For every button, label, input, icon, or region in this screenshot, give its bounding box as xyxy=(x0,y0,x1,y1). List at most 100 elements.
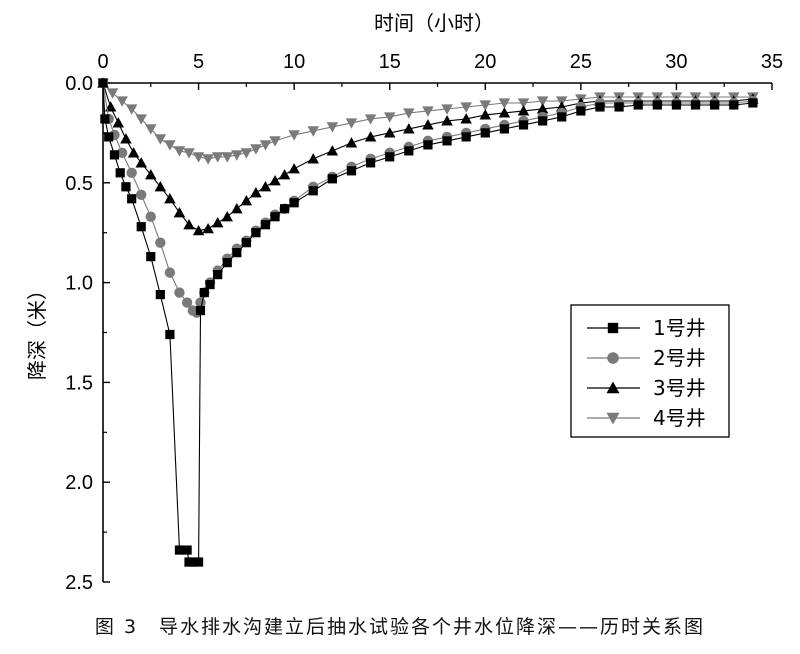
data-point xyxy=(288,163,300,174)
data-point xyxy=(251,228,261,238)
x-tick-label: 10 xyxy=(283,51,305,73)
data-point xyxy=(145,124,157,135)
data-point xyxy=(460,113,472,124)
data-point xyxy=(260,220,271,230)
data-point xyxy=(308,186,318,196)
data-point xyxy=(327,174,337,184)
axes: 0 5 10 15 20 25 30 35 0.0 0.5 1.0 1.5 2.0 2.5 xyxy=(65,51,783,594)
data-point xyxy=(536,96,549,107)
data-point xyxy=(241,238,251,248)
data-point xyxy=(461,132,471,142)
data-point xyxy=(278,169,291,180)
legend-swatch-marker xyxy=(606,381,620,394)
data-point xyxy=(112,117,125,128)
legend-item-well-4: 4号井 xyxy=(587,406,706,430)
data-point xyxy=(652,100,662,110)
data-point xyxy=(174,287,185,298)
data-point xyxy=(126,167,137,179)
data-point xyxy=(345,118,358,129)
data-point xyxy=(269,175,281,186)
data-point xyxy=(595,102,605,112)
data-point xyxy=(173,146,186,157)
data-point xyxy=(441,115,453,126)
data-point xyxy=(188,557,198,567)
data-point xyxy=(115,168,125,178)
data-point xyxy=(422,106,434,117)
data-point xyxy=(385,152,395,162)
data-point xyxy=(442,136,452,146)
data-point xyxy=(518,120,529,130)
data-point xyxy=(633,100,643,110)
data-point xyxy=(146,252,156,262)
data-point xyxy=(192,152,205,163)
figure-caption: 图 3 导水排水沟建立后抽水试验各个井水位降深——历时关系图 xyxy=(94,616,706,638)
data-point xyxy=(498,98,511,109)
data-point xyxy=(383,112,396,123)
data-point xyxy=(202,154,214,165)
data-point xyxy=(279,204,290,214)
data-point xyxy=(135,157,147,168)
data-point xyxy=(364,114,377,125)
data-point xyxy=(538,116,548,126)
y-tick-label: 0.5 xyxy=(65,173,93,195)
data-point xyxy=(710,100,720,110)
data-point xyxy=(250,187,262,198)
data-point xyxy=(326,145,339,156)
data-point xyxy=(154,181,167,192)
data-point xyxy=(221,152,233,163)
data-point xyxy=(116,147,128,159)
data-point xyxy=(145,211,156,222)
series-line-well-2 xyxy=(102,82,753,314)
data-point xyxy=(517,105,530,116)
x-tick-label: 20 xyxy=(474,51,496,73)
legend-item-well-1: 1号井 xyxy=(587,316,706,340)
data-point xyxy=(192,224,205,236)
data-point xyxy=(164,193,176,204)
data-point xyxy=(307,126,320,137)
data-point xyxy=(120,133,132,144)
legend-item-well-2: 2号井 xyxy=(587,346,706,370)
data-point xyxy=(181,297,193,308)
data-point xyxy=(480,128,490,138)
data-point xyxy=(116,96,128,107)
data-point xyxy=(690,100,701,110)
data-point xyxy=(517,98,530,109)
data-point xyxy=(135,114,147,125)
data-point xyxy=(366,158,376,168)
data-point xyxy=(104,101,117,112)
data-point xyxy=(671,100,682,110)
data-point xyxy=(536,103,549,114)
data-point xyxy=(422,119,434,130)
data-point xyxy=(259,140,272,151)
data-point xyxy=(289,198,299,208)
data-point xyxy=(307,153,320,164)
x-tick-label: 15 xyxy=(379,51,401,73)
data-point xyxy=(127,194,137,204)
legend-swatch-marker xyxy=(606,412,620,425)
data-point xyxy=(729,100,739,110)
y-axis-title: 降深（米） xyxy=(25,280,49,380)
legend-swatch-marker xyxy=(607,352,619,364)
data-point xyxy=(104,132,114,142)
data-point xyxy=(100,114,110,124)
data-point xyxy=(155,237,166,248)
data-point xyxy=(250,144,262,155)
drawdown-chart: 时间（小时） 降深（米） 0 5 10 15 20 25 30 35 0.0 0.5 1.0 1.5 2… xyxy=(25,11,783,594)
series-line-well-1 xyxy=(102,82,753,563)
legend-label: 2号井 xyxy=(653,346,706,370)
x-tick-label: 30 xyxy=(665,51,687,73)
data-point xyxy=(423,140,433,150)
data-point xyxy=(125,104,138,115)
x-tick-label: 0 xyxy=(97,51,108,73)
x-tick-label: 5 xyxy=(193,51,204,73)
data-point xyxy=(748,98,758,108)
data-point xyxy=(136,222,146,232)
data-point xyxy=(127,147,140,158)
data-point xyxy=(240,195,253,206)
data-point xyxy=(614,102,624,112)
data-point xyxy=(211,216,224,228)
data-point xyxy=(499,124,509,134)
series-line-well-3 xyxy=(102,82,753,232)
data-point xyxy=(145,169,157,180)
data-point xyxy=(479,109,492,120)
